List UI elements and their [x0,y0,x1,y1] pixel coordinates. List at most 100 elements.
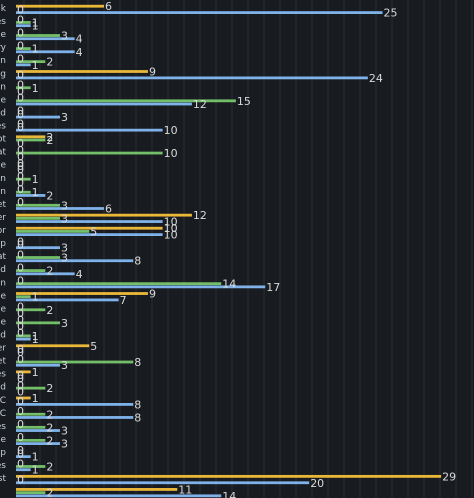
bar [16,102,192,106]
bar [16,115,60,119]
bar [16,21,31,24]
y-tick-label: e [0,317,6,327]
y-tick-label: e [0,304,6,314]
value-label: 1 [32,291,39,304]
value-label: 6 [105,203,112,216]
y-tick-label: C [0,396,6,406]
y-tick-label: d [0,383,6,393]
y-tick-label: at [0,148,6,158]
bar [16,425,46,429]
bar [16,308,46,312]
bar [16,11,383,14]
value-label: 1 [32,366,39,379]
y-tick-label: es [0,461,6,471]
value-label: 3 [61,359,68,372]
value-label: 0 [17,405,24,418]
bar [16,321,60,325]
value-label: 1 [32,330,39,343]
value-label: 0 [17,183,24,196]
value-label: 0 [17,301,24,314]
value-label: 0 [17,39,24,52]
value-label: 3 [61,425,68,438]
grid-lines [23,0,473,498]
value-label: 8 [134,411,141,424]
y-tick-label: ip [0,448,6,458]
y-tick-label: ot [0,135,6,145]
bar [16,151,163,155]
y-tick-label: or [0,226,6,236]
value-label: 0 [17,157,24,170]
value-label: 0 [17,431,24,444]
value-label: 0 [17,346,24,359]
value-label: 2 [46,461,53,474]
bar [16,256,60,259]
value-label: 3 [61,212,68,225]
bar [16,37,75,41]
bar [16,220,163,223]
value-label: 0 [17,369,24,382]
y-tick-label: d [0,265,6,275]
y-tick-label: es [0,17,6,27]
y-tick-label: er [0,344,6,354]
bar [16,233,163,237]
value-label: 2 [46,265,53,278]
y-tick-label: et [0,357,6,367]
bar [16,285,266,289]
value-label: 0 [17,372,24,385]
value-label: 2 [46,131,53,144]
bar [16,386,46,390]
value-label: 0 [17,118,24,131]
bar [16,282,222,286]
bar [16,194,46,197]
bar [16,494,222,498]
value-label: 1 [32,20,39,33]
bar [16,203,60,207]
bar [16,491,46,495]
value-label: 0 [17,447,24,460]
bar [16,363,60,367]
y-tick-label: on [0,82,6,92]
value-label: 0 [17,314,24,327]
value-label: 2 [46,434,53,447]
value-label: 10 [164,222,178,235]
value-label: 0 [17,196,24,209]
value-label: 0 [17,238,24,251]
value-label: 2 [46,189,53,202]
value-label: 0 [17,248,24,261]
value-label: 3 [61,111,68,124]
bar [16,337,31,341]
bar [16,298,119,302]
bar [16,138,46,142]
bar [16,465,46,468]
value-label: 0 [17,235,24,248]
bar [16,455,31,459]
value-label: 1 [32,464,39,477]
value-label: 4 [76,268,83,281]
bar [16,370,31,374]
bar [16,34,60,37]
value-label: 1 [32,392,39,405]
value-label: 10 [164,229,178,242]
bar [16,226,163,230]
bar-series [16,4,442,498]
value-label: 3 [61,317,68,330]
value-label: 0 [17,320,24,333]
value-label: 10 [164,124,178,137]
value-label: 0 [17,457,24,470]
value-label: 12 [193,98,207,111]
bar [16,70,148,73]
value-label: 0 [17,307,24,320]
value-label: 0 [17,379,24,392]
value-label: 20 [310,477,324,490]
value-label: 1 [32,173,39,186]
value-label: 1 [32,43,39,56]
bar [16,295,31,299]
category-labels: lkeseryangonedesotateinneteroripatdineee… [0,4,7,484]
bar [16,259,134,263]
y-tick-label: d [0,108,6,118]
y-tick-label: in [0,174,6,184]
value-label: 1 [32,186,39,199]
y-tick-label: es [0,370,6,380]
value-label: 3 [61,252,68,265]
